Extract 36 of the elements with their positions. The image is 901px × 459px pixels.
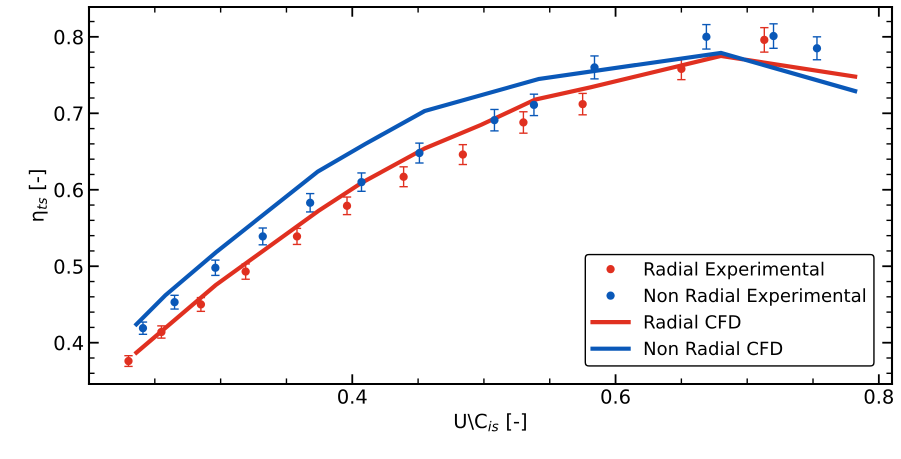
point bbox=[812, 44, 822, 52]
legend-label: Radial Experimental bbox=[644, 262, 824, 280]
point bbox=[211, 264, 220, 272]
point bbox=[306, 198, 314, 207]
x-tick-label: 0.4 bbox=[338, 389, 367, 404]
point bbox=[196, 300, 206, 309]
point bbox=[342, 202, 352, 210]
x-tick-label: 0.6 bbox=[601, 389, 630, 404]
point bbox=[157, 328, 166, 336]
y-tick-label: 0.4 bbox=[54, 336, 84, 350]
y-tick-label: 0.7 bbox=[54, 106, 82, 121]
point bbox=[519, 118, 528, 127]
point bbox=[258, 232, 267, 241]
point bbox=[702, 32, 711, 41]
point bbox=[415, 148, 424, 158]
point bbox=[399, 172, 408, 181]
legend-label: Non Radial CFD bbox=[644, 341, 782, 356]
point bbox=[357, 178, 366, 186]
legend-label: Non Radial Experimental bbox=[644, 288, 866, 306]
point bbox=[769, 32, 778, 40]
point bbox=[138, 324, 148, 332]
point bbox=[760, 36, 768, 44]
point bbox=[170, 298, 179, 306]
legend-label: Radial CFD bbox=[644, 314, 740, 329]
point bbox=[490, 116, 499, 124]
y-tick-label: 0.5 bbox=[54, 259, 82, 274]
point bbox=[578, 100, 587, 108]
x-axis-title: U\C$_{is}$ [-] bbox=[454, 413, 526, 432]
point bbox=[530, 100, 538, 110]
x-tick-label: 0.8 bbox=[864, 389, 893, 404]
point bbox=[292, 232, 302, 241]
point bbox=[458, 150, 468, 159]
point bbox=[241, 267, 250, 276]
y-tick-label: 0.8 bbox=[54, 30, 83, 44]
y-tick-label: 0.6 bbox=[54, 182, 83, 198]
y-axis-title: η$_{ts}$ [-] bbox=[28, 170, 48, 221]
